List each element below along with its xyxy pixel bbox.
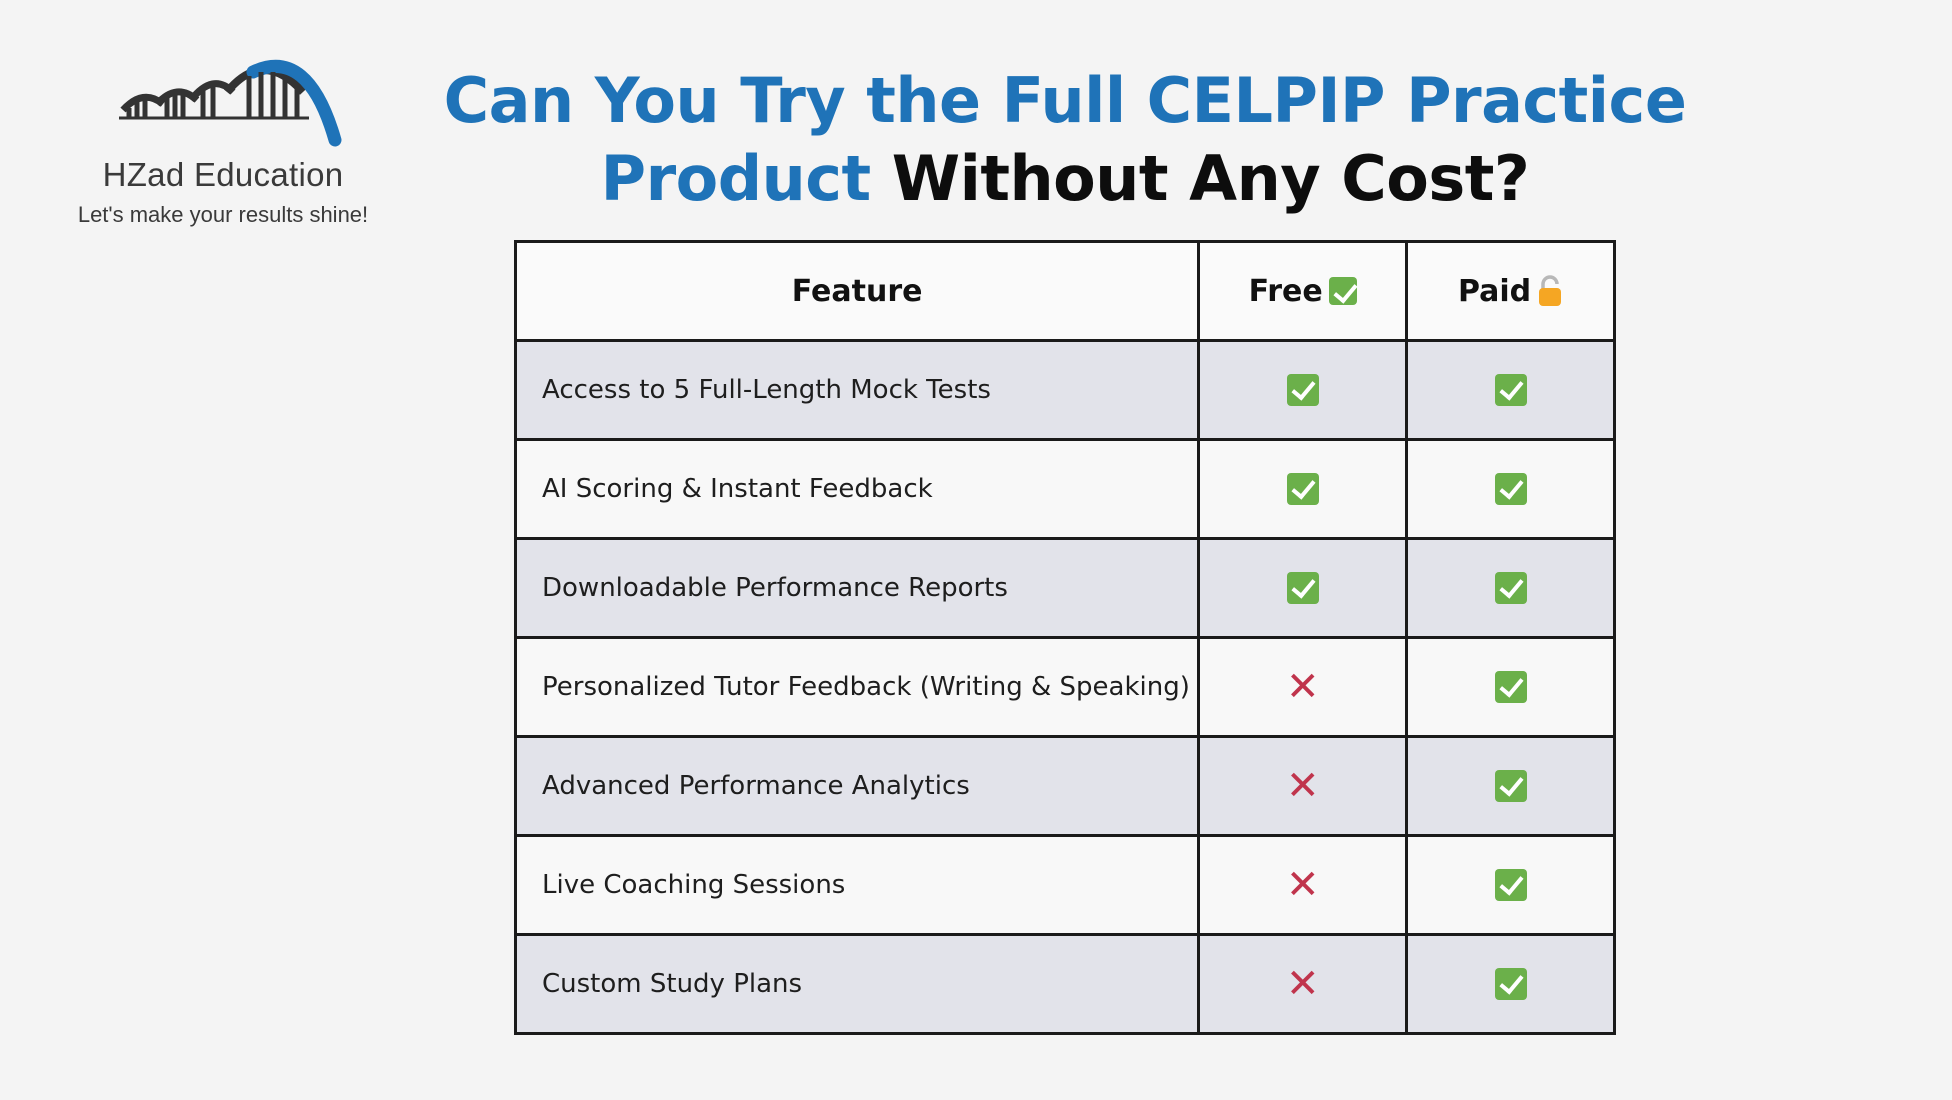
feature-name: Downloadable Performance Reports <box>513 537 1201 639</box>
check-icon <box>1328 277 1357 305</box>
feature-name: Custom Study Plans <box>513 933 1201 1035</box>
cross-icon: ✕ <box>1285 961 1320 1007</box>
feature-name: Live Coaching Sessions <box>513 834 1201 936</box>
check-icon <box>1494 869 1527 901</box>
free-cell <box>1197 537 1409 639</box>
cross-icon: ✕ <box>1285 763 1320 809</box>
brand-tagline: Let's make your results shine! <box>77 202 369 227</box>
paid-header-label: Paid <box>1457 273 1532 309</box>
free-cell: ✕ <box>1197 933 1409 1035</box>
free-column-header: Free <box>1197 240 1409 342</box>
feature-name: AI Scoring & Instant Feedback <box>513 438 1201 540</box>
check-icon <box>1494 374 1527 406</box>
check-icon <box>1494 572 1527 604</box>
free-cell <box>1197 339 1409 441</box>
table-row: Advanced Performance Analytics ✕ <box>513 735 1616 837</box>
cross-icon: ✕ <box>1285 862 1320 908</box>
free-cell: ✕ <box>1197 834 1409 936</box>
table-row: Downloadable Performance Reports <box>513 537 1616 639</box>
feature-name: Access to 5 Full-Length Mock Tests <box>513 339 1201 441</box>
lock-icon <box>1539 275 1562 306</box>
page-title: Can You Try the Full CELPIP Practice Pro… <box>420 62 1710 218</box>
feature-header-label: Feature <box>791 273 923 309</box>
cross-icon: ✕ <box>1285 664 1320 710</box>
free-header-label: Free <box>1248 273 1323 309</box>
paid-cell <box>1405 339 1616 441</box>
check-icon <box>1494 671 1527 703</box>
check-icon <box>1494 968 1527 1000</box>
title-part-2: Product <box>600 142 872 215</box>
feature-name: Advanced Performance Analytics <box>513 735 1201 837</box>
check-icon <box>1494 770 1527 802</box>
check-icon <box>1286 374 1319 406</box>
brand-name: HZad Education <box>102 156 344 193</box>
free-cell: ✕ <box>1197 636 1409 738</box>
paid-cell <box>1405 933 1616 1035</box>
paid-cell <box>1405 834 1616 936</box>
table-body: Access to 5 Full-Length Mock Tests AI Sco… <box>513 339 1616 1035</box>
paid-cell <box>1405 636 1616 738</box>
title-part-1: Can You Try the Full CELPIP Practice <box>443 64 1687 137</box>
brand-logo: HZad Education Let's make your results s… <box>48 52 398 228</box>
check-icon <box>1286 572 1319 604</box>
title-part-3: Without Any Cost? <box>891 142 1530 215</box>
table-row: Access to 5 Full-Length Mock Tests <box>513 339 1616 441</box>
check-icon <box>1286 473 1319 505</box>
paid-cell <box>1405 438 1616 540</box>
comparison-table: Feature Free Paid Access to 5 Full-Lengt <box>513 240 1616 1035</box>
paid-column-header: Paid <box>1405 240 1616 342</box>
table-row: Custom Study Plans ✕ <box>513 933 1616 1035</box>
table-row: AI Scoring & Instant Feedback <box>513 438 1616 540</box>
feature-name: Personalized Tutor Feedback (Writing & S… <box>513 636 1201 738</box>
bridge-logo-icon <box>119 60 342 147</box>
feature-column-header: Feature <box>513 240 1201 342</box>
paid-cell <box>1405 537 1616 639</box>
free-cell <box>1197 438 1409 540</box>
table-header-row: Feature Free Paid <box>513 240 1616 342</box>
table-row: Personalized Tutor Feedback (Writing & S… <box>513 636 1616 738</box>
table-row: Live Coaching Sessions ✕ <box>513 834 1616 936</box>
paid-cell <box>1405 735 1616 837</box>
free-cell: ✕ <box>1197 735 1409 837</box>
check-icon <box>1494 473 1527 505</box>
